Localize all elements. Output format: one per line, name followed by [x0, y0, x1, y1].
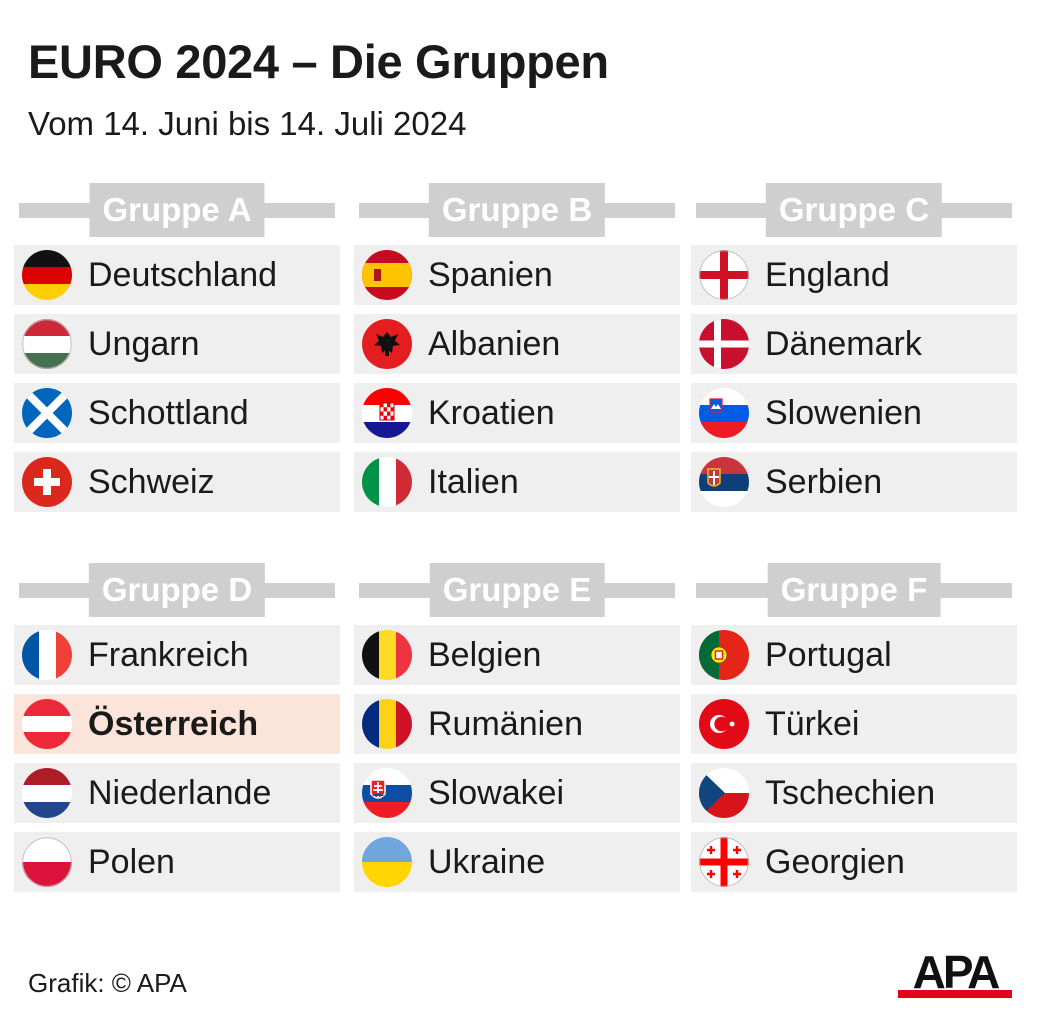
team-name: Polen [88, 843, 175, 881]
czechia-flag-icon [699, 768, 749, 818]
group-label: Gruppe B [428, 183, 606, 237]
team-row: Türkei [691, 694, 1017, 754]
team-name: Ungarn [88, 325, 200, 363]
group-header: Gruppe C [691, 183, 1017, 237]
group-c: Gruppe C England Dänemark Slowenien Serb… [691, 183, 1017, 512]
team-name: Rumänien [428, 705, 583, 743]
denmark-flag-icon [699, 319, 749, 369]
team-row: Schweiz [14, 452, 340, 512]
team-row: Tschechien [691, 763, 1017, 823]
team-name: Schweiz [88, 463, 215, 501]
team-row: England [691, 245, 1017, 305]
page-title: EURO 2024 – Die Gruppen [28, 35, 609, 88]
credit-line: Grafik: © APA [28, 968, 187, 998]
group-f: Gruppe F Portugal Türkei Tschechien Geor… [691, 563, 1017, 892]
team-row: Serbien [691, 452, 1017, 512]
team-row: Polen [14, 832, 340, 892]
team-row: Frankreich [14, 625, 340, 685]
team-row: Deutschland [14, 245, 340, 305]
ukraine-flag-icon [362, 837, 412, 887]
team-row: Portugal [691, 625, 1017, 685]
group-header: Gruppe A [14, 183, 340, 237]
team-row: Ukraine [354, 832, 680, 892]
germany-flag-icon [22, 250, 72, 300]
page-subtitle: Vom 14. Juni bis 14. Juli 2024 [28, 105, 467, 142]
team-row: Georgien [691, 832, 1017, 892]
team-name: Niederlande [88, 774, 272, 812]
slovakia-flag-icon [362, 768, 412, 818]
team-name: Österreich [88, 705, 259, 743]
team-row: Ungarn [14, 314, 340, 374]
group-b: Gruppe B Spanien Albanien Kroatien Itali… [354, 183, 680, 512]
team-name: Ukraine [428, 843, 546, 881]
austria-flag-icon [22, 699, 72, 749]
team-row: Slowakei [354, 763, 680, 823]
team-row: Belgien [354, 625, 680, 685]
group-header: Gruppe D [14, 563, 340, 617]
team-row: Schottland [14, 383, 340, 443]
poland-flag-icon [22, 837, 72, 887]
team-name: Belgien [428, 636, 542, 674]
netherlands-flag-icon [22, 768, 72, 818]
team-row: Kroatien [354, 383, 680, 443]
spain-flag-icon [362, 250, 412, 300]
team-row: Dänemark [691, 314, 1017, 374]
france-flag-icon [22, 630, 72, 680]
england-flag-icon [699, 250, 749, 300]
team-name: Schottland [88, 394, 249, 432]
team-name: Georgien [765, 843, 905, 881]
team-name: Spanien [428, 256, 553, 294]
switzerland-flag-icon [22, 457, 72, 507]
team-row: Slowenien [691, 383, 1017, 443]
portugal-flag-icon [699, 630, 749, 680]
group-header: Gruppe B [354, 183, 680, 237]
group-label: Gruppe C [765, 183, 943, 237]
team-name: Portugal [765, 636, 892, 674]
team-row: Niederlande [14, 763, 340, 823]
turkey-flag-icon [699, 699, 749, 749]
team-name: Italien [428, 463, 519, 501]
group-label: Gruppe D [88, 563, 266, 617]
team-row: Spanien [354, 245, 680, 305]
apa-logo: APA [898, 948, 1012, 998]
team-name: Albanien [428, 325, 561, 363]
group-d: Gruppe D Frankreich Österreich Niederlan… [14, 563, 340, 892]
group-header: Gruppe E [354, 563, 680, 617]
belgium-flag-icon [362, 630, 412, 680]
group-label: Gruppe F [767, 563, 941, 617]
italy-flag-icon [362, 457, 412, 507]
team-row: Albanien [354, 314, 680, 374]
team-name: Slowakei [428, 774, 565, 812]
team-row: Rumänien [354, 694, 680, 754]
group-e: Gruppe E Belgien Rumänien Slowakei Ukrai… [354, 563, 680, 892]
team-name: Slowenien [765, 394, 922, 432]
group-label: Gruppe A [89, 183, 265, 237]
team-name: Kroatien [428, 394, 555, 432]
team-name: Frankreich [88, 636, 249, 674]
team-name: Tschechien [765, 774, 936, 812]
team-name: Türkei [765, 705, 860, 743]
group-a: Gruppe A Deutschland Ungarn Schottland S… [14, 183, 340, 512]
scotland-flag-icon [22, 388, 72, 438]
svg-text:APA: APA [913, 948, 999, 998]
team-name: England [765, 256, 890, 294]
croatia-flag-icon [362, 388, 412, 438]
team-row-highlighted: Österreich [14, 694, 340, 754]
team-row: Italien [354, 452, 680, 512]
team-name: Dänemark [765, 325, 922, 363]
albania-flag-icon [362, 319, 412, 369]
team-name: Deutschland [88, 256, 278, 294]
group-header: Gruppe F [691, 563, 1017, 617]
romania-flag-icon [362, 699, 412, 749]
group-label: Gruppe E [429, 563, 605, 617]
team-name: Serbien [765, 463, 883, 501]
georgia-flag-icon [699, 837, 749, 887]
hungary-flag-icon [22, 319, 72, 369]
slovenia-flag-icon [699, 388, 749, 438]
serbia-flag-icon [699, 457, 749, 507]
